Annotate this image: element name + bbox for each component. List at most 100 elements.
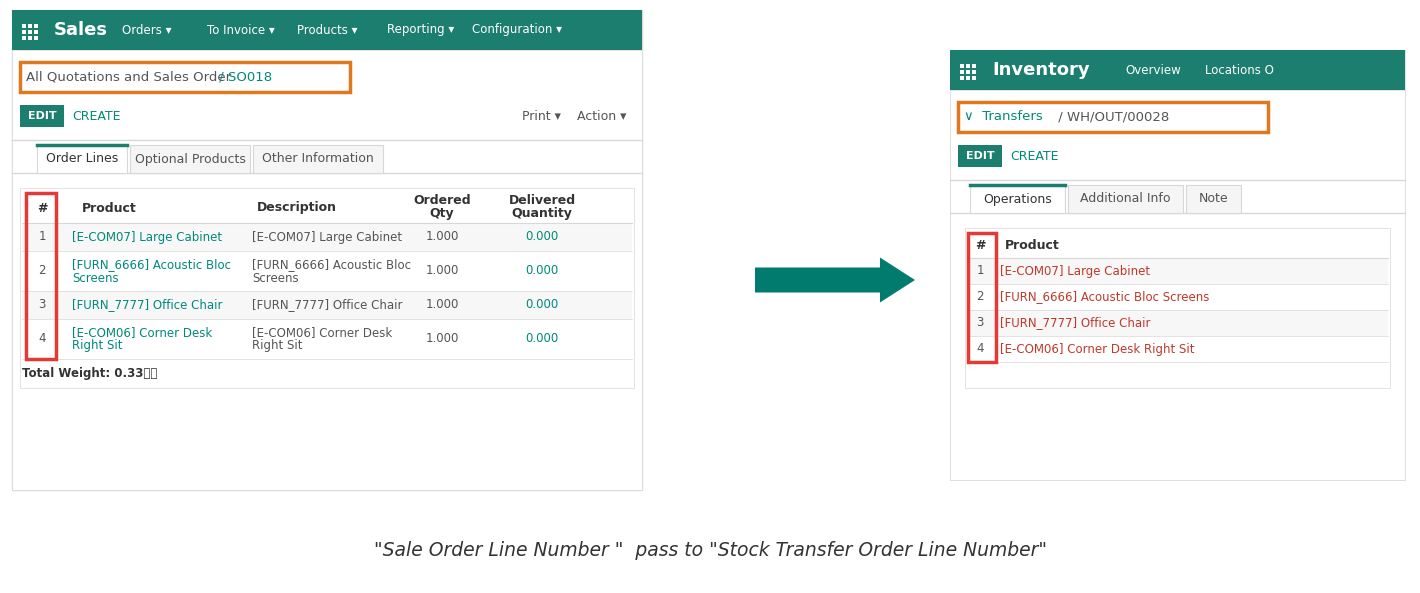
- Text: / WH/OUT/00028: / WH/OUT/00028: [1054, 110, 1169, 123]
- Bar: [959, 145, 1003, 167]
- Text: #: #: [37, 202, 47, 215]
- Text: [FURN_6666] Acoustic Bloc Screens: [FURN_6666] Acoustic Bloc Screens: [1000, 291, 1210, 304]
- Text: Inventory: Inventory: [993, 61, 1089, 79]
- Text: Order Lines: Order Lines: [45, 152, 118, 165]
- Bar: [967, 336, 1387, 362]
- Text: 0.000: 0.000: [525, 231, 558, 244]
- Text: [E-COM07] Large Cabinet: [E-COM07] Large Cabinet: [72, 231, 222, 244]
- Bar: [21, 30, 26, 34]
- Text: EDIT: EDIT: [966, 151, 994, 161]
- Text: CREATE: CREATE: [1010, 149, 1058, 162]
- Text: Screens: Screens: [72, 272, 119, 285]
- Bar: [11, 10, 642, 50]
- Text: 3: 3: [977, 317, 984, 330]
- Bar: [960, 76, 964, 80]
- Text: [E-COM06] Corner Desk: [E-COM06] Corner Desk: [72, 327, 212, 340]
- Text: Qty: Qty: [430, 206, 454, 219]
- Text: Optional Products: Optional Products: [135, 152, 246, 165]
- Bar: [973, 76, 976, 80]
- Text: Description: Description: [257, 202, 337, 215]
- Text: EDIT: EDIT: [27, 111, 57, 121]
- Text: Configuration ▾: Configuration ▾: [471, 24, 562, 37]
- Text: [FURN_6666] Acoustic Bloc: [FURN_6666] Acoustic Bloc: [251, 259, 410, 272]
- Text: Reporting ▾: Reporting ▾: [388, 24, 454, 37]
- Text: Overview: Overview: [1125, 63, 1181, 76]
- Bar: [966, 70, 970, 74]
- Text: 0.000: 0.000: [525, 333, 558, 346]
- Text: 1.000: 1.000: [426, 333, 459, 346]
- Bar: [950, 50, 1404, 480]
- Bar: [970, 185, 1065, 213]
- Bar: [21, 291, 632, 319]
- Bar: [960, 64, 964, 68]
- Text: [E-COM07] Large Cabinet: [E-COM07] Large Cabinet: [251, 231, 402, 244]
- Bar: [21, 319, 632, 359]
- Bar: [1186, 185, 1241, 213]
- Bar: [20, 105, 64, 127]
- Text: 1.000: 1.000: [426, 298, 459, 311]
- Text: / SO018: / SO018: [214, 71, 273, 84]
- Text: 3: 3: [38, 298, 45, 311]
- Text: #: #: [974, 239, 985, 252]
- Bar: [20, 188, 633, 388]
- Text: Products ▾: Products ▾: [297, 24, 358, 37]
- Text: Right Sit: Right Sit: [251, 340, 302, 352]
- Text: Quantity: Quantity: [511, 206, 572, 219]
- Bar: [950, 50, 1404, 90]
- Bar: [28, 36, 33, 40]
- Text: [FURN_7777] Office Chair: [FURN_7777] Office Chair: [1000, 317, 1150, 330]
- Text: To Invoice ▾: To Invoice ▾: [207, 24, 274, 37]
- Bar: [20, 62, 349, 92]
- Bar: [26, 193, 55, 359]
- Bar: [21, 24, 26, 28]
- Bar: [966, 76, 970, 80]
- Bar: [28, 30, 33, 34]
- Bar: [973, 64, 976, 68]
- Text: All Quotations and Sales Order: All Quotations and Sales Order: [26, 71, 231, 84]
- Bar: [37, 145, 126, 173]
- Text: Right Sit: Right Sit: [72, 340, 122, 352]
- Text: [FURN_7777] Office Chair: [FURN_7777] Office Chair: [72, 298, 223, 311]
- Bar: [966, 228, 1390, 388]
- Text: Locations O: Locations O: [1206, 63, 1274, 76]
- Bar: [253, 145, 383, 173]
- Text: "Sale Order Line Number "  pass to "Stock Transfer Order Line Number": "Sale Order Line Number " pass to "Stock…: [373, 540, 1047, 560]
- Text: 4: 4: [38, 333, 45, 346]
- Bar: [34, 24, 38, 28]
- FancyArrow shape: [755, 257, 914, 302]
- Text: Other Information: Other Information: [263, 152, 373, 165]
- Text: Total Weight: 0.33公斤: Total Weight: 0.33公斤: [21, 367, 158, 380]
- Text: Print ▾: Print ▾: [523, 110, 561, 123]
- Bar: [1068, 185, 1183, 213]
- Text: ∨  Transfers: ∨ Transfers: [964, 110, 1042, 123]
- Bar: [21, 36, 26, 40]
- Text: 1.000: 1.000: [426, 264, 459, 278]
- Text: Sales: Sales: [54, 21, 108, 39]
- Text: [E-COM06] Corner Desk: [E-COM06] Corner Desk: [251, 327, 392, 340]
- Text: Operations: Operations: [983, 193, 1052, 206]
- Text: 0.000: 0.000: [525, 298, 558, 311]
- Text: Screens: Screens: [251, 272, 298, 285]
- Text: 0.000: 0.000: [525, 264, 558, 278]
- Bar: [960, 70, 964, 74]
- Text: 1: 1: [38, 231, 45, 244]
- Bar: [21, 223, 632, 251]
- Bar: [967, 310, 1387, 336]
- Text: [E-COM06] Corner Desk Right Sit: [E-COM06] Corner Desk Right Sit: [1000, 343, 1194, 355]
- Bar: [967, 284, 1387, 310]
- Text: Delivered: Delivered: [508, 195, 575, 208]
- Text: Ordered: Ordered: [413, 195, 471, 208]
- Bar: [11, 10, 642, 490]
- Bar: [950, 90, 1404, 480]
- Text: 1: 1: [977, 264, 984, 278]
- Text: 2: 2: [38, 264, 45, 278]
- Bar: [967, 258, 1387, 284]
- Bar: [968, 233, 995, 362]
- Text: [FURN_7777] Office Chair: [FURN_7777] Office Chair: [251, 298, 402, 311]
- Bar: [11, 50, 642, 490]
- Text: Additional Info: Additional Info: [1081, 193, 1170, 206]
- Text: [E-COM07] Large Cabinet: [E-COM07] Large Cabinet: [1000, 264, 1150, 278]
- Bar: [34, 36, 38, 40]
- Text: 1.000: 1.000: [426, 231, 459, 244]
- Text: 4: 4: [977, 343, 984, 355]
